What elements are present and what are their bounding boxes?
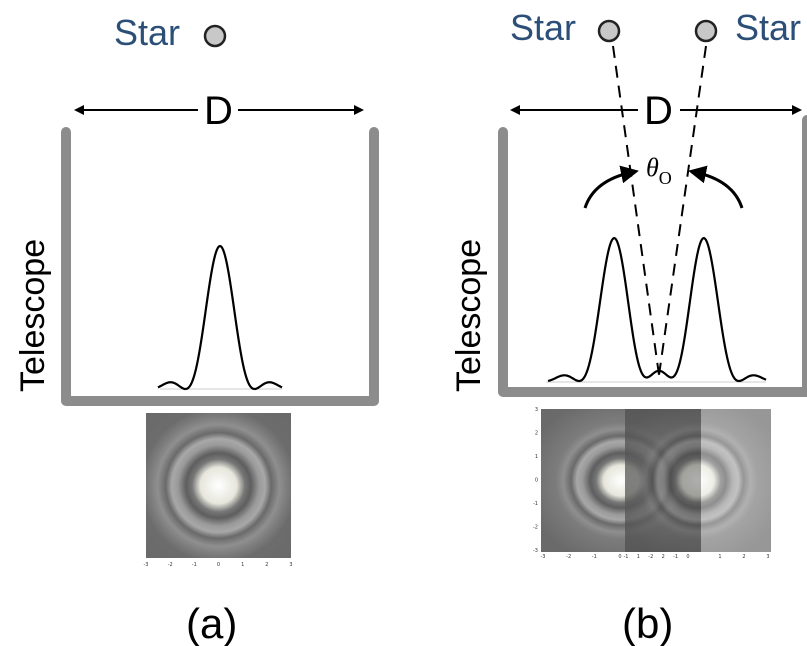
x-tick-label: 0	[217, 562, 220, 568]
x-tick-label: -1	[192, 562, 197, 568]
x-tick-label: -3	[541, 554, 546, 560]
image-x-axis: -3 -2 -1 0 1 2 3	[144, 562, 293, 568]
x-tick-label: 3	[289, 562, 292, 568]
x-tick-label: 2	[742, 554, 745, 560]
star-left-icon	[597, 19, 621, 43]
telescope-body	[498, 115, 807, 397]
panel-a: Star D Telescope -3 -2 -1 0 1 2 3 (a)	[14, 12, 379, 646]
x-tick-label: 0	[618, 554, 621, 560]
y-tick-label: 1	[535, 454, 538, 460]
star-icon	[203, 24, 227, 48]
x-tick-label: 2	[662, 554, 665, 560]
telescope-body	[61, 127, 379, 406]
x-tick-label: 1	[637, 554, 640, 560]
airy-disk-pair-image	[541, 409, 771, 552]
star-right-label: Star	[735, 7, 801, 48]
x-tick-label: -2	[648, 554, 653, 560]
x-tick-label: -3	[144, 562, 149, 568]
overlap-shade	[625, 409, 701, 552]
diffraction-profile	[547, 236, 767, 383]
angle-arrow-left	[583, 165, 639, 209]
star-label: Star	[114, 12, 180, 53]
angle-label: θO	[646, 153, 672, 188]
x-tick-label: 1	[718, 554, 721, 560]
x-tick-label: -1	[624, 554, 629, 560]
telescope-label: Telescope	[450, 239, 488, 392]
aperture-label: D	[644, 89, 673, 133]
panel-label: (a)	[186, 600, 237, 646]
x-tick-label: -2	[566, 554, 571, 560]
telescope-label: Telescope	[14, 239, 52, 392]
diffraction-profile	[157, 244, 283, 391]
panel-label: (b)	[622, 600, 673, 646]
x-tick-label: -1	[673, 554, 678, 560]
x-tick-label: -2	[168, 562, 173, 568]
airy-disk-image	[146, 413, 291, 558]
x-tick-label: 1	[241, 562, 244, 568]
ray-right	[657, 45, 707, 383]
y-tick-label: 3	[535, 407, 538, 413]
y-tick-label: 0	[535, 478, 538, 484]
aperture-label: D	[204, 89, 233, 133]
airy-disk-right-image	[625, 409, 771, 552]
y-tick-label: -3	[533, 548, 538, 554]
x-tick-label: -1	[592, 554, 597, 560]
star-right-icon	[694, 19, 718, 43]
x-tick-label: 3	[766, 554, 769, 560]
angle-arrow-right	[688, 165, 744, 209]
x-tick-label: 2	[265, 562, 268, 568]
y-tick-label: 2	[535, 431, 538, 437]
y-tick-label: -2	[533, 525, 538, 531]
y-tick-label: -1	[533, 501, 538, 507]
x-tick-label: 0	[686, 554, 689, 560]
panel-b: Star Star D Telescope θO -3 -2 -1 0 -1 1 -2 2 -1…	[450, 7, 807, 646]
ray-left	[612, 45, 661, 383]
star-left-label: Star	[510, 7, 576, 48]
